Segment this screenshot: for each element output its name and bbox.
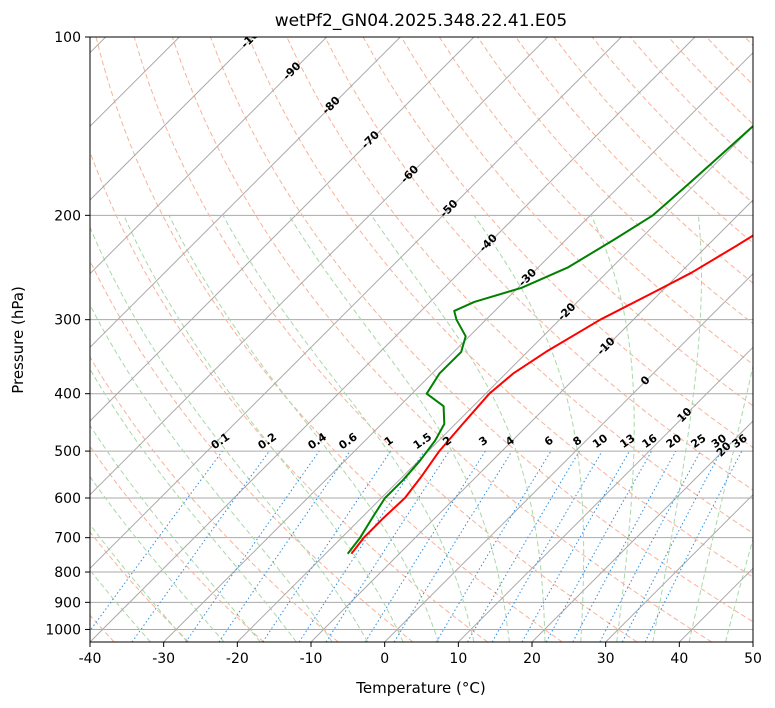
x-tick-label: 10 [449, 651, 467, 667]
isotherm-line [457, 346, 753, 642]
y-tick-label: 500 [54, 444, 81, 460]
moist-adiabat-line [90, 475, 225, 642]
moist-adiabat-line [473, 215, 585, 642]
mixing-ratio-line [185, 450, 320, 642]
dry-adiabat-line [90, 445, 264, 642]
isotherm-line [90, 37, 475, 422]
dry-adiabat-line [324, 37, 753, 491]
temperature-profile-line [350, 234, 753, 555]
moist-adiabat-line [90, 368, 297, 642]
isotherm-line [90, 37, 254, 201]
x-tick-label: -20 [226, 651, 249, 667]
mixing-ratio-line [393, 450, 513, 642]
dry-adiabat-line [438, 37, 753, 366]
isotherm-line [236, 125, 753, 642]
moist-adiabat-line [90, 226, 369, 642]
plot-frame [89, 36, 754, 643]
dry-adiabat-line [210, 37, 753, 623]
x-tick-label: 40 [670, 651, 688, 667]
dry-adiabat-line [400, 37, 753, 407]
y-tick-label: 300 [54, 313, 81, 329]
x-tick-label: -30 [152, 651, 175, 667]
axes: -40 -30 -20 -10 0 10 20 30 40 50 100 200 300 400 500 60… [45, 30, 762, 667]
dry-adiabat-line [95, 37, 563, 642]
x-tick-label: 30 [597, 651, 615, 667]
dry-adiabat-line [171, 37, 712, 642]
dry-adiabat-line [515, 37, 753, 284]
mixing-ratio-line [262, 450, 392, 642]
y-axis-label: Pressure (hPa) [9, 286, 27, 394]
mixing-ratio-line [131, 450, 270, 642]
mixing-ratio-line [90, 450, 223, 632]
x-tick-label: 20 [523, 651, 541, 667]
background-lines [90, 37, 753, 642]
mixing-ratio-line [218, 450, 351, 642]
isotherm-line [90, 37, 401, 349]
moist-adiabat-line [652, 215, 702, 642]
isotherm-line [90, 37, 696, 642]
dry-adiabat-line [248, 37, 753, 578]
x-axis-label: Temperature (°C) [355, 679, 485, 697]
x-tick-label: 50 [744, 651, 762, 667]
mixing-ratio-line [545, 450, 653, 642]
isotherm-line [90, 37, 622, 570]
moist-adiabat-line [590, 215, 635, 642]
y-tick-label: 200 [54, 208, 81, 224]
moist-adiabat-line [90, 523, 188, 642]
isotherm-line [384, 272, 753, 642]
dewpoint-profile-line [346, 124, 753, 555]
x-tick-label: 0 [380, 651, 389, 667]
mixing-ratio-line [298, 450, 425, 642]
y-tick-label: 100 [54, 30, 81, 46]
dry-adiabat-line [90, 150, 488, 642]
isotherm-line [90, 37, 328, 275]
y-tick-label: 900 [54, 595, 81, 611]
dry-adiabat-line [90, 356, 339, 642]
dry-adiabat-line [90, 531, 190, 642]
x-tick-label: -10 [300, 651, 323, 667]
dry-adiabat-line [133, 37, 638, 642]
moist-adiabat-line [168, 215, 439, 642]
y-tick-label: 700 [54, 531, 81, 547]
moist-adiabat-line [123, 215, 404, 642]
isotherm-line [310, 199, 753, 642]
mixing-ratio-line [325, 450, 450, 642]
y-tick-label: 800 [54, 565, 81, 581]
isotherm-line [605, 493, 753, 642]
mixing-ratio-line [521, 450, 630, 642]
chart-title: wetPf2_GN04.2025.348.22.41.E05 [275, 11, 567, 31]
moist-adiabat-line [90, 303, 333, 642]
moist-adiabat-line [90, 569, 151, 642]
data-series [346, 124, 753, 555]
moist-adiabat-line [288, 215, 510, 642]
x-tick-label: -40 [79, 651, 102, 667]
isotherm-line [90, 37, 549, 496]
mixing-ratio-line [644, 450, 743, 642]
mixing-ratio-line [572, 450, 677, 642]
isotherm-line [163, 51, 753, 642]
moist-adiabat-line [90, 424, 261, 642]
y-tick-label: 400 [54, 387, 81, 403]
y-tick-label: 600 [54, 491, 81, 507]
isotherm-line [531, 420, 753, 642]
moist-adiabat-line [688, 363, 753, 642]
y-tick-label: 1000 [45, 622, 81, 638]
